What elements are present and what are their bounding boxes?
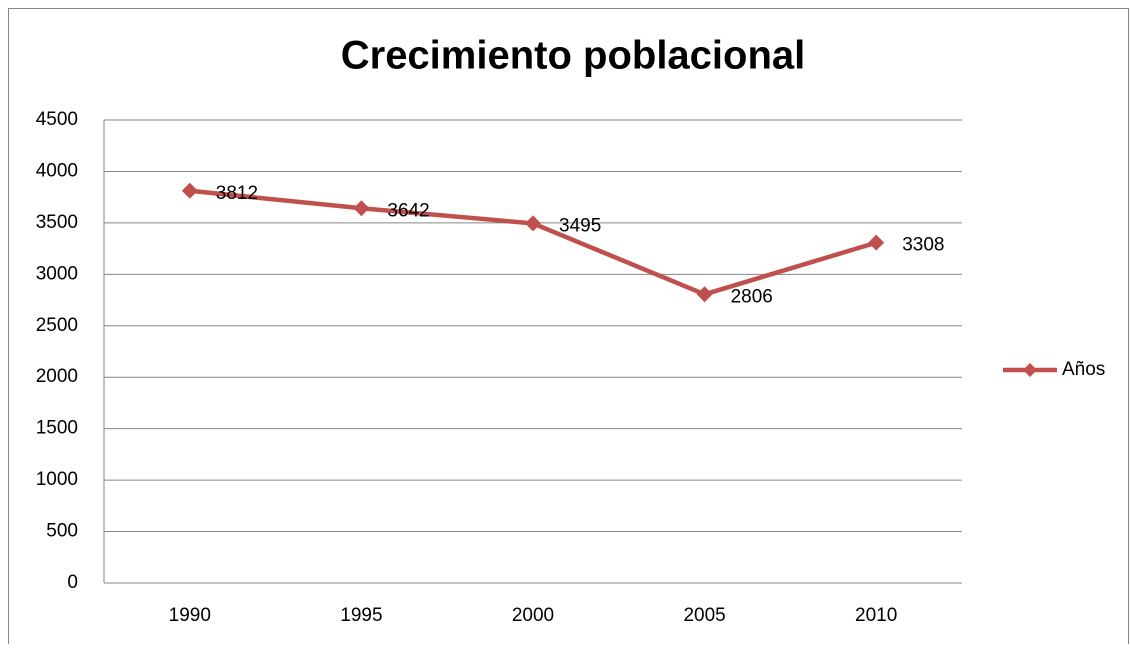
y-tick-label: 3000 xyxy=(36,263,78,284)
x-tick-label: 2000 xyxy=(512,605,554,626)
data-label: 3308 xyxy=(902,235,944,256)
legend-label: Años xyxy=(1062,359,1105,380)
data-label: 3642 xyxy=(387,200,429,221)
y-tick-label: 1500 xyxy=(36,418,78,439)
y-tick-label: 3500 xyxy=(36,212,78,233)
y-tick-label: 0 xyxy=(67,572,78,593)
data-label: 3812 xyxy=(216,183,258,204)
y-tick-label: 4500 xyxy=(36,109,78,130)
marker xyxy=(353,200,370,217)
y-tick-label: 4000 xyxy=(36,160,78,181)
y-tick-label: 2500 xyxy=(36,315,78,336)
data-label: 2806 xyxy=(731,286,773,307)
x-tick-label: 2005 xyxy=(683,605,725,626)
chart-title: Crecimiento poblacional xyxy=(341,34,806,78)
marker xyxy=(181,182,198,199)
marker xyxy=(868,234,885,251)
y-tick-label: 1000 xyxy=(36,469,78,490)
x-tick-label: 2010 xyxy=(855,605,897,626)
data-label: 3495 xyxy=(559,215,601,236)
y-tick-label: 500 xyxy=(46,521,78,542)
marker xyxy=(696,286,713,303)
x-tick-label: 1995 xyxy=(340,605,382,626)
marker xyxy=(525,215,541,232)
legend-marker xyxy=(1023,363,1037,377)
chart-border xyxy=(8,8,1129,649)
x-tick-label: 1990 xyxy=(169,605,211,626)
y-tick-label: 2000 xyxy=(36,366,78,387)
